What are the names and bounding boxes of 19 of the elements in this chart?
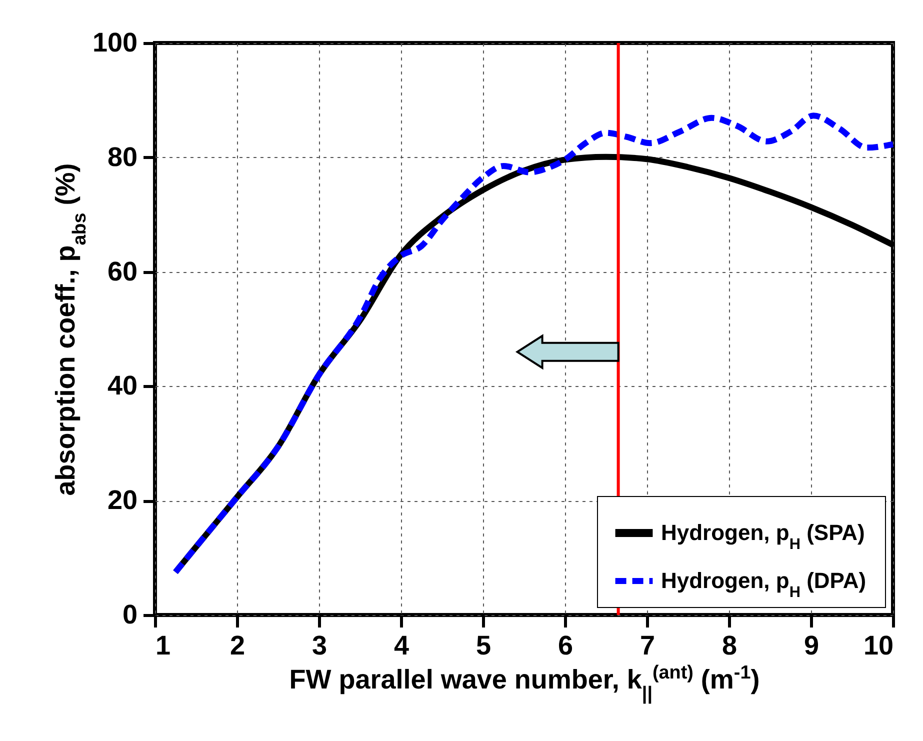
x-tick-label: 10 (863, 630, 894, 660)
x-tick-label: 2 (230, 630, 246, 660)
y-tick-label: 40 (107, 370, 138, 401)
x-tick-label: 6 (558, 630, 574, 660)
y-tick-label: 0 (122, 600, 138, 630)
legend-label: Hydrogen, p$_{H}$ (DPA) (661, 568, 866, 600)
x-axis-title: FW parallel wave number, k$_{||}$$^{(ant)}$ (m$^{-1}$) (289, 662, 760, 704)
y-tick-label: 60 (107, 256, 138, 286)
y-tick-label: 20 (107, 485, 138, 516)
x-tick-label: 4 (394, 630, 410, 660)
y-tick-label: 100 (92, 28, 138, 58)
y-tick-label: 80 (107, 142, 138, 172)
x-tick-label: 9 (804, 630, 820, 660)
legend-label: Hydrogen, p$_{H}$ (SPA) (661, 520, 865, 552)
x-tick-label: 3 (312, 630, 328, 660)
x-tick-label: 8 (722, 630, 738, 660)
x-tick-label: 1 (156, 630, 171, 660)
x-tick-label: 7 (640, 630, 656, 660)
x-tick-label: 5 (476, 630, 492, 660)
